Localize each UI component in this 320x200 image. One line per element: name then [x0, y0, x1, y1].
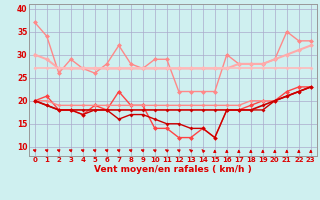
X-axis label: Vent moyen/en rafales ( km/h ): Vent moyen/en rafales ( km/h ) — [94, 165, 252, 174]
